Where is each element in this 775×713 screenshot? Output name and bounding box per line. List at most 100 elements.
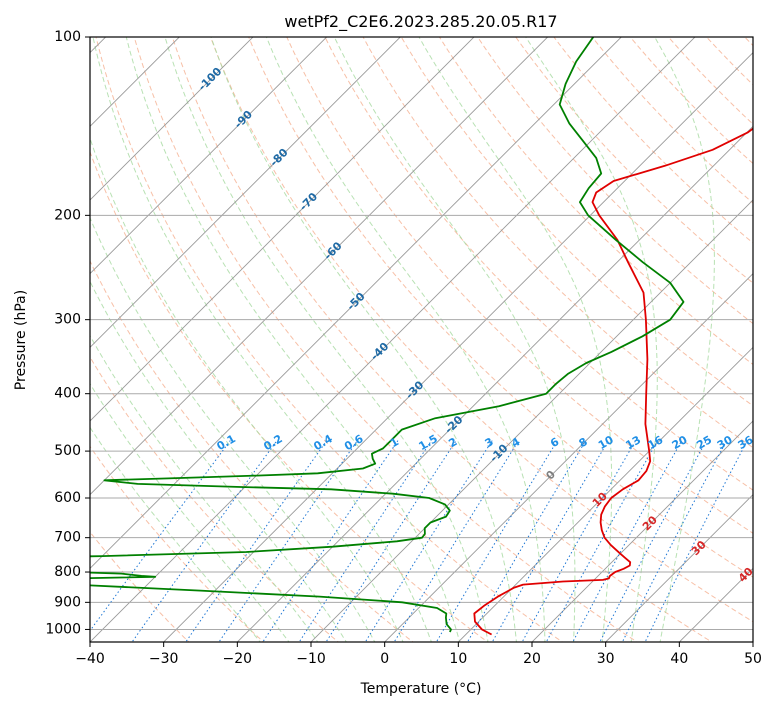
mixing-ratio-labels: 0.1 0.2 0.4 0.6 1 1.5 2 3 4 6 8 10 13 16 20 25 30 36: [214, 432, 755, 453]
dry-adiabat: [90, 356, 340, 642]
y-tick-label: 100: [54, 29, 81, 45]
mixing-ratio-line: [364, 440, 493, 642]
pressure-gridlines: [90, 37, 753, 630]
y-tick-label: 900: [54, 594, 81, 610]
isotherm-line: [90, 37, 401, 348]
y-tick-label: 500: [54, 443, 81, 459]
isotherms: [90, 37, 753, 642]
moist-adiabat: [92, 37, 432, 642]
moist-adiabat: [90, 136, 404, 642]
profiles: [90, 37, 753, 636]
isotherm-label: 10: [590, 490, 610, 510]
isotherm-line: [163, 52, 753, 642]
mixing-ratio-line: [393, 440, 520, 642]
dry-adiabat: [90, 445, 265, 642]
mixing-ratio-line: [325, 440, 457, 642]
x-tick-label: 0: [380, 651, 389, 667]
mixing-ratio-line: [621, 440, 728, 642]
mixing-ratio-label: 0.6: [342, 432, 366, 453]
isotherm-label: 0: [543, 468, 558, 483]
isotherm-line: [90, 37, 696, 642]
temperature-profile: [473, 127, 753, 636]
mixing-ratio-label: 10: [596, 433, 616, 452]
mixing-ratio-label: 20: [670, 433, 690, 452]
dry-adiabat: [705, 37, 753, 86]
x-tick-label: 50: [744, 651, 762, 667]
mixing-ratio-label: 4: [509, 435, 522, 450]
isotherm-line: [90, 37, 328, 275]
dry-adiabat: [770, 24, 775, 645]
isotherm-label: -70: [297, 190, 320, 213]
mixing-ratio-label: 0.1: [214, 432, 237, 453]
dry-adiabat: [515, 37, 753, 284]
mixing-ratio-line: [599, 440, 707, 642]
dewpoint-profile: [90, 37, 685, 633]
isotherm-label: 20: [640, 513, 660, 533]
moist-adiabat: [265, 37, 546, 642]
dry-adiabat: [133, 37, 638, 642]
dry-adiabat: [90, 259, 414, 642]
x-tick-label: −10: [296, 651, 326, 667]
x-axis-ticks: −40 −30 −20 −10 0 10 20 30 40 50: [75, 642, 762, 667]
mixing-ratio-label: 30: [715, 433, 735, 452]
isotherm-line: [310, 199, 753, 642]
y-tick-label: 300: [54, 312, 81, 328]
x-tick-label: 20: [523, 651, 541, 667]
y-tick-label: 600: [54, 490, 81, 506]
mixing-ratio-line: [262, 440, 399, 642]
dry-adiabat: [667, 37, 753, 125]
dry-adiabat: [438, 37, 753, 366]
dry-adiabat: [324, 37, 753, 491]
y-tick-label: 700: [54, 530, 81, 546]
x-axis-label: Temperature (°C): [360, 681, 482, 697]
mixing-ratio-label: 1: [388, 435, 401, 450]
mixing-ratio-line: [466, 440, 587, 642]
mixing-ratio-label: 2: [446, 435, 459, 450]
mixing-ratio-label: 1.5: [416, 432, 439, 453]
y-tick-label: 800: [54, 564, 81, 580]
mixing-ratio-line: [435, 440, 558, 642]
dry-adiabat: [477, 37, 753, 325]
mixing-ratio-label: 13: [623, 433, 643, 452]
mixing-ratio-line: [298, 440, 432, 642]
dry-adiabat: [171, 37, 713, 642]
moist-adiabat: [90, 426, 261, 642]
mixing-ratio-line: [185, 440, 328, 642]
isotherm-line: [236, 125, 753, 642]
isotherm-label: -40: [368, 340, 391, 363]
isotherm-label: -30: [403, 378, 426, 401]
moist-adiabat: [90, 382, 290, 642]
x-tick-label: 10: [449, 651, 467, 667]
dry-adiabats: [90, 24, 775, 645]
x-tick-label: 40: [670, 651, 688, 667]
dry-adiabat: [591, 37, 753, 204]
y-tick-label: 200: [54, 207, 81, 223]
x-tick-label: −40: [75, 651, 105, 667]
isotherm-line: [90, 37, 549, 496]
chart-title: wetPf2_C2E6.2023.285.20.05.R17: [284, 12, 557, 32]
isotherm-line: [752, 641, 753, 642]
isotherm-line: [531, 420, 753, 642]
dry-adiabat: [400, 37, 753, 407]
isotherm-line: [384, 273, 753, 642]
moist-adiabat: [418, 37, 613, 642]
mixing-ratio-label: 0.4: [311, 432, 335, 453]
mixing-ratio-line: [572, 440, 683, 642]
mixing-ratio-label: 0.2: [261, 432, 284, 453]
y-axis-label: Pressure (hPa): [13, 290, 29, 390]
isotherm-line: [90, 37, 475, 422]
isotherm-line: [90, 37, 254, 201]
isotherm-label: -60: [321, 239, 344, 262]
moist-adiabat: [90, 334, 319, 642]
y-tick-label: 400: [54, 386, 81, 402]
mixing-ratio-line: [545, 440, 659, 642]
mixing-ratio-line: [521, 440, 637, 642]
dry-adiabat: [90, 150, 489, 642]
mixing-ratio-lines: [90, 440, 748, 642]
x-tick-label: −30: [149, 651, 179, 667]
dry-adiabat: [248, 37, 753, 578]
dry-adiabat: [286, 37, 753, 534]
moist-adiabat: [654, 37, 715, 642]
plot-frame: [89, 36, 754, 643]
